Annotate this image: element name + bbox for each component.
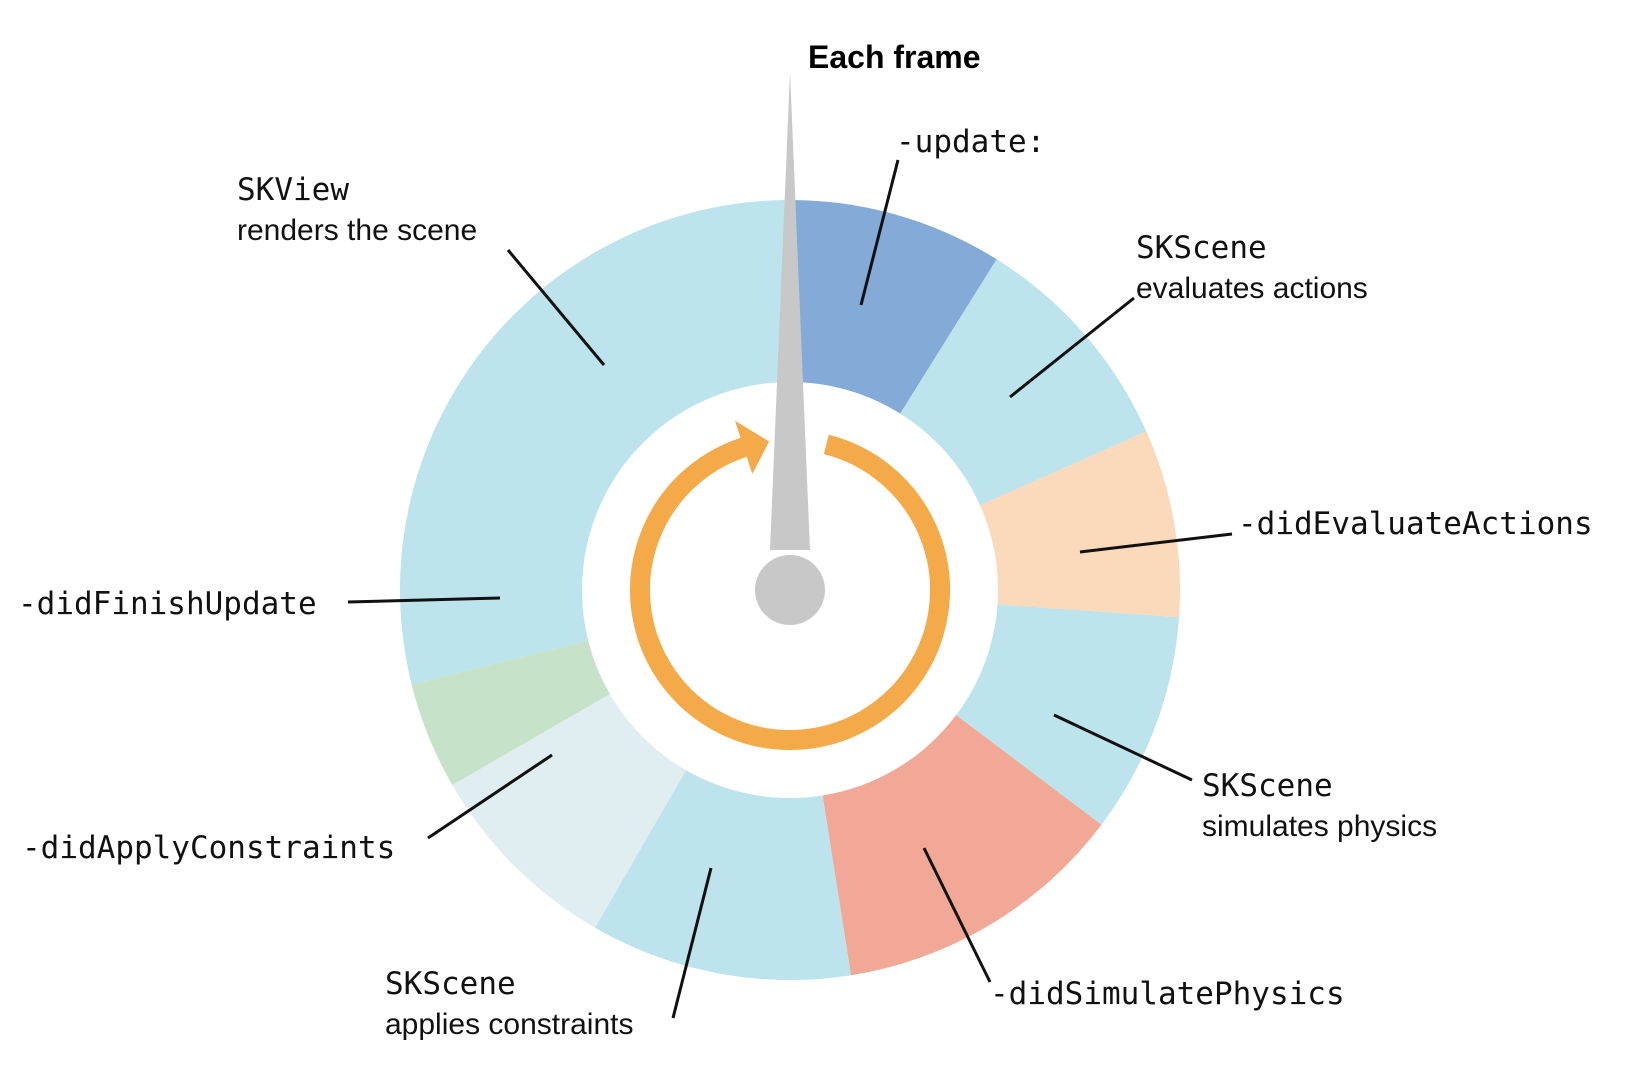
label-skscene-applies-code: SKScene [385, 966, 516, 1002]
leader-did-apply-constraints [427, 753, 553, 840]
label-skscene-evaluates-text: evaluates actions [1136, 272, 1368, 305]
leader-lines [347, 159, 1233, 1019]
label-skscene-evaluates-code: SKScene [1136, 230, 1267, 266]
segment-did-apply-constraints [452, 694, 686, 928]
frame-cycle-ring [399, 200, 1180, 980]
leader-simulates-physics [1053, 713, 1193, 782]
label-skscene-simulates-text: simulates physics [1202, 810, 1437, 843]
label-did-apply-constraints: -didApplyConstraints [22, 830, 395, 866]
label-skscene-simulates-code: SKScene [1202, 768, 1333, 804]
label-skview-code: SKView [237, 172, 349, 208]
label-skview-text: renders the scene [237, 214, 477, 247]
segment-did-simulate-physics [822, 715, 1102, 976]
label-skscene-applies-text: applies constraints [385, 1008, 633, 1041]
segment-update [790, 200, 997, 414]
leader-did-simulate-physics [922, 847, 992, 983]
leader-did-evaluate-actions [1079, 532, 1233, 554]
leader-did-finish-update [347, 596, 501, 604]
segment-skview-renders-scene [399, 200, 790, 685]
frame-pointer-icon [755, 72, 825, 625]
segment-skscene-simulates-physics [956, 604, 1180, 825]
diagram-title: Each frame [808, 39, 981, 75]
segment-skscene-evaluates-actions [900, 259, 1147, 506]
leader-evaluates-actions [1009, 296, 1135, 399]
leader-renders-scene [506, 249, 606, 366]
label-did-evaluate-actions: -didEvaluateActions [1238, 506, 1593, 542]
label-update: -update: [896, 124, 1045, 160]
leader-applies-constraints [671, 867, 713, 1019]
segment-skscene-applies-constraints [595, 770, 852, 980]
cycle-arrow-icon [630, 420, 950, 750]
label-did-finish-update: -didFinishUpdate [18, 586, 317, 622]
segment-did-evaluate-actions [980, 431, 1180, 618]
segment-did-finish-update [411, 640, 610, 785]
leader-update [859, 159, 900, 306]
label-did-simulate-physics: -didSimulatePhysics [990, 976, 1345, 1012]
